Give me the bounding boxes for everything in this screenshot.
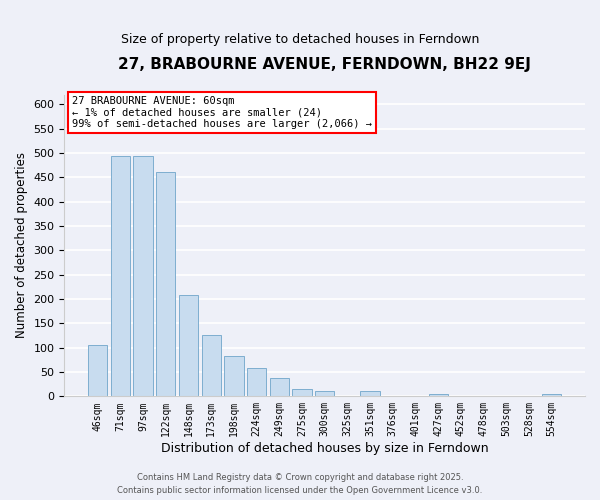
Bar [156,172,175,396]
Bar [179,295,198,396]
Bar [88,345,107,397]
Text: 27 BRABOURNE AVENUE: 60sqm
← 1% of detached houses are smaller (24)
99% of semi-: 27 BRABOURNE AVENUE: 60sqm ← 1% of detac… [72,96,372,129]
Bar [202,336,221,396]
Bar [111,156,130,396]
Bar [269,378,289,396]
Bar [292,389,311,396]
Text: Size of property relative to detached houses in Ferndown: Size of property relative to detached ho… [121,32,479,46]
Bar [133,156,153,396]
X-axis label: Distribution of detached houses by size in Ferndown: Distribution of detached houses by size … [161,442,488,455]
Bar [247,368,266,396]
Title: 27, BRABOURNE AVENUE, FERNDOWN, BH22 9EJ: 27, BRABOURNE AVENUE, FERNDOWN, BH22 9EJ [118,58,531,72]
Bar [428,394,448,396]
Bar [542,394,562,396]
Text: Contains HM Land Registry data © Crown copyright and database right 2025.
Contai: Contains HM Land Registry data © Crown c… [118,474,482,495]
Bar [315,392,334,396]
Bar [361,392,380,396]
Bar [224,356,244,397]
Y-axis label: Number of detached properties: Number of detached properties [15,152,28,338]
